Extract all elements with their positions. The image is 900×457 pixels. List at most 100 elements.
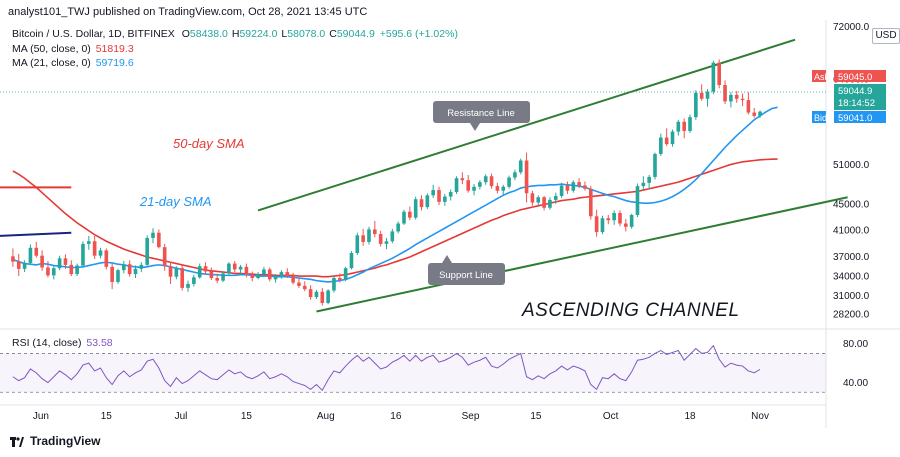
candle [157, 229, 161, 249]
candle-body [717, 62, 722, 85]
candle [51, 265, 56, 280]
candle-body [16, 261, 21, 269]
candle-body [682, 121, 686, 131]
candle [139, 262, 144, 273]
candle [594, 209, 599, 237]
candle [267, 267, 272, 282]
candle [413, 196, 418, 220]
candle [244, 263, 249, 278]
candle [723, 80, 727, 105]
candle-body [501, 186, 506, 191]
candle-body [250, 274, 255, 279]
candle-body [192, 277, 196, 284]
candle-body [694, 92, 698, 118]
candle-body [320, 291, 325, 303]
candle-body [221, 273, 225, 281]
candle-body [203, 266, 208, 272]
rsi-value: 53.58 [86, 337, 113, 349]
candle-body [711, 62, 716, 92]
candle-body [139, 264, 144, 269]
candle [349, 251, 354, 270]
rsi-line [12, 344, 761, 392]
candle [320, 287, 325, 306]
rsi-band [0, 353, 826, 393]
candle [378, 230, 383, 247]
candle-body [653, 153, 657, 177]
candle-body [454, 178, 459, 193]
candle [75, 263, 79, 277]
candle [518, 158, 523, 175]
candle [431, 184, 435, 198]
candle [653, 152, 657, 180]
candle-body [659, 137, 663, 154]
candle-body [145, 237, 149, 265]
y-tick-label: 72000.0 [833, 22, 870, 33]
candle-body [92, 241, 97, 256]
candle [396, 221, 400, 234]
candle-body [729, 94, 733, 102]
candle [682, 118, 686, 139]
candle [513, 169, 517, 181]
candle [180, 265, 185, 291]
candle [367, 226, 371, 245]
candle [717, 59, 722, 89]
candle [256, 272, 260, 280]
candle-body [530, 193, 535, 203]
candle [162, 243, 167, 271]
candle [11, 248, 15, 267]
candle-body [238, 266, 243, 270]
candle-body [46, 267, 50, 276]
candle-body [22, 262, 27, 269]
candle [478, 180, 482, 190]
candle-body [594, 216, 599, 233]
candle-body [542, 197, 546, 208]
candle-body [746, 100, 751, 113]
candle [145, 235, 149, 267]
candle-body [688, 117, 692, 131]
candle [308, 285, 313, 300]
y-axis-ticks: 72000.064000.051000.045000.041000.037000… [833, 22, 870, 321]
candle-body [227, 263, 231, 274]
candle-body [641, 182, 646, 187]
candle [122, 260, 126, 274]
candle-body [629, 214, 634, 227]
candle [215, 274, 220, 284]
ma21-value: 59719.6 [95, 57, 134, 69]
candle [297, 278, 301, 288]
candle-body [326, 290, 330, 303]
candle [355, 232, 360, 256]
last-price-tag: 59044.9 18:14:52 [834, 84, 886, 110]
candle [104, 248, 109, 270]
candle-body [495, 186, 500, 191]
rsi-pane: 80.00 40.00 [0, 339, 868, 393]
candle-body [133, 268, 138, 275]
candle-body [63, 258, 68, 265]
candle [221, 271, 225, 282]
candle-body [635, 186, 640, 215]
candle [192, 274, 196, 287]
candle [536, 195, 541, 206]
ask-label: Ask [814, 72, 830, 82]
candle-body [116, 270, 120, 282]
candle [542, 195, 546, 211]
candle-body [705, 91, 710, 99]
candle-body [157, 232, 161, 248]
candle-body [151, 232, 155, 238]
candle [688, 114, 692, 133]
candle-body [524, 160, 529, 194]
candle [647, 174, 651, 189]
y-tick-label: 28200.0 [833, 310, 870, 321]
rsi-tick-label: 80.00 [843, 339, 868, 350]
x-tick-label: 18 [684, 411, 696, 422]
candle-body [186, 283, 190, 288]
candle [425, 193, 430, 210]
support-callout: Support Line [428, 255, 505, 285]
candle [711, 60, 716, 95]
y-tick-label: 41000.0 [833, 226, 870, 237]
candle [530, 190, 535, 206]
candle-body [588, 188, 593, 217]
tradingview-brand: TradingView [30, 434, 101, 448]
candle-body [110, 266, 114, 282]
candle [250, 271, 255, 282]
currency-button[interactable]: USD [872, 28, 900, 44]
